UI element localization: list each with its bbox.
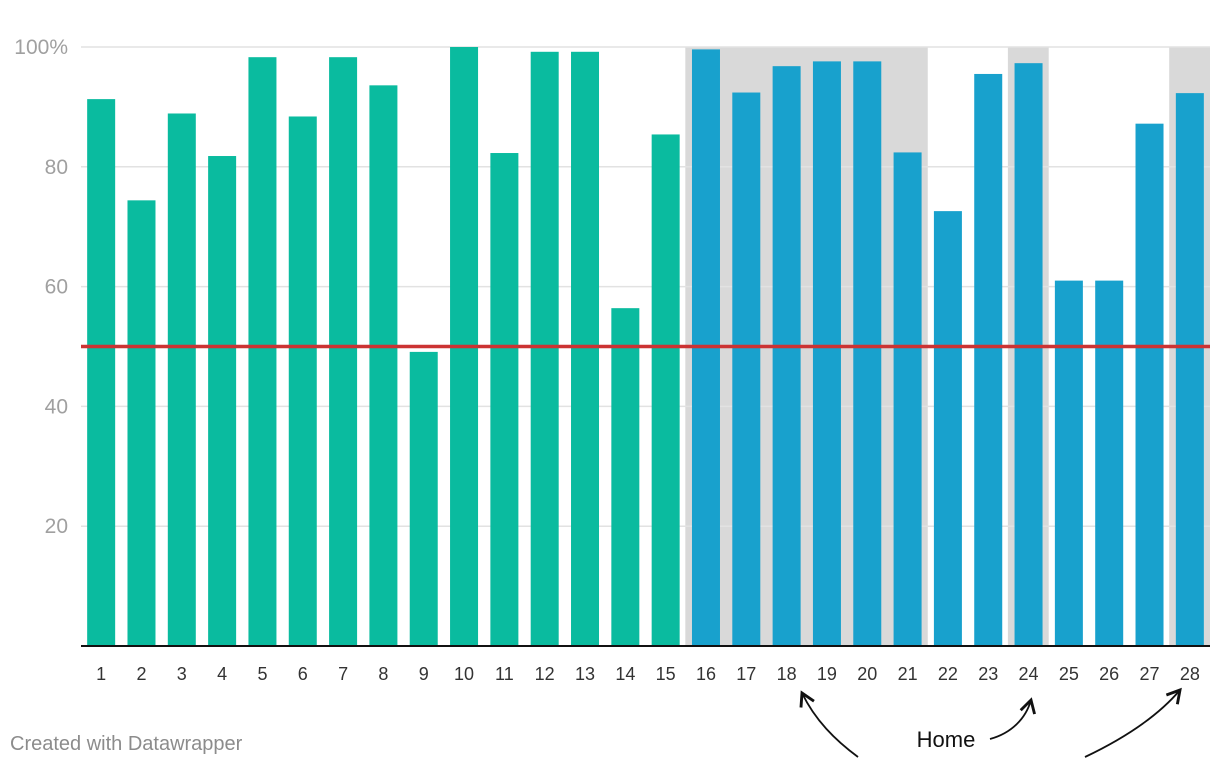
bar-17: [732, 92, 761, 647]
x-tick-label: 2: [136, 664, 146, 684]
y-axis-labels: 100% 80 60 40 20: [14, 36, 68, 538]
x-tick-label: 23: [978, 664, 998, 684]
x-tick-label: 27: [1140, 664, 1160, 684]
y-tick-label: 80: [45, 156, 68, 179]
x-tick-label: 5: [257, 664, 267, 684]
bar-7: [329, 57, 358, 647]
x-tick-label: 14: [615, 664, 635, 684]
x-tick-label: 7: [338, 664, 348, 684]
bar-21: [893, 152, 922, 646]
x-tick-label: 17: [736, 664, 756, 684]
x-tick-label: 19: [817, 664, 837, 684]
bar-1: [87, 99, 116, 647]
bar-5: [248, 57, 277, 647]
y-tick-label: 60: [45, 276, 68, 299]
bar-15: [651, 134, 680, 647]
bar-26: [1095, 280, 1124, 646]
bar-22: [933, 211, 962, 646]
bar-4: [208, 156, 237, 646]
x-tick-label: 3: [177, 664, 187, 684]
x-tick-label: 13: [575, 664, 595, 684]
bar-23: [974, 73, 1003, 646]
bar-9: [409, 351, 438, 646]
home-arrow-24: [989, 697, 1036, 740]
bar-27: [1135, 123, 1164, 646]
x-tick-label: 25: [1059, 664, 1079, 684]
bar-24: [1014, 63, 1043, 647]
home-annotation: Home: [799, 687, 1182, 758]
x-tick-label: 12: [535, 664, 555, 684]
bar-8: [369, 85, 398, 646]
x-tick-label: 11: [495, 664, 514, 684]
bar-18: [772, 66, 801, 647]
x-tick-label: 26: [1099, 664, 1119, 684]
x-tick-label: 18: [777, 664, 797, 684]
y-tick-label: 40: [45, 395, 68, 418]
bar-12: [530, 51, 559, 647]
y-tick-label: 20: [45, 515, 68, 538]
home-arrow-28: [1084, 687, 1182, 758]
x-tick-label: 10: [454, 664, 474, 684]
bar-20: [853, 61, 882, 647]
bar-6: [288, 116, 317, 646]
bar-14: [611, 308, 640, 646]
y-tick-label: 100%: [14, 36, 68, 59]
credit-text: Created with Datawrapper: [10, 733, 243, 755]
x-tick-label: 22: [938, 664, 958, 684]
x-tick-label: 8: [378, 664, 388, 684]
x-tick-label: 28: [1180, 664, 1200, 684]
bar-13: [571, 51, 600, 647]
bar-28: [1175, 93, 1204, 647]
bar-3: [167, 113, 196, 646]
x-tick-label: 4: [217, 664, 227, 684]
x-tick-label: 15: [656, 664, 676, 684]
bars: [87, 47, 1204, 647]
bar-11: [490, 153, 519, 646]
x-tick-label: 20: [857, 664, 877, 684]
x-tick-label: 1: [96, 664, 106, 684]
x-axis-labels: 1 2 3 4 5 6 7 8 9 10 11 12 13 14 15 16 17 18 19 20 21 22 23 24 2…: [96, 664, 1200, 684]
home-annotation-label: Home: [917, 727, 976, 752]
x-tick-label: 21: [898, 664, 918, 684]
x-tick-label: 24: [1019, 664, 1039, 684]
bar-25: [1054, 280, 1083, 646]
x-tick-label: 6: [298, 664, 308, 684]
x-tick-label: 16: [696, 664, 716, 684]
bar-2: [127, 200, 156, 646]
home-arrow-18: [799, 690, 859, 758]
x-tick-label: 9: [419, 664, 429, 684]
bar-19: [812, 61, 841, 647]
